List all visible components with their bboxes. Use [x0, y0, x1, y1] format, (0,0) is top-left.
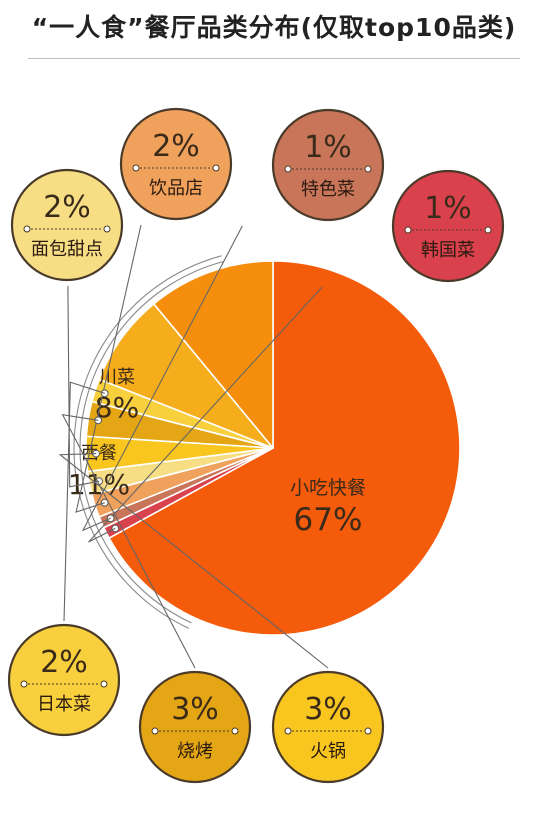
- callout-divider-dot-3-0: [132, 164, 140, 172]
- callout-divider-dot-5-1: [364, 727, 372, 735]
- callout-divider-dot-1-1: [484, 226, 492, 234]
- callout-bubble-3: [119, 107, 233, 221]
- callout-divider-dot-1-0: [404, 226, 412, 234]
- pie-slice-0: [108, 260, 461, 636]
- callout-divider-dot-4-0: [23, 225, 31, 233]
- leader-line-2: [81, 225, 243, 532]
- callout-label-3: 饮品店: [149, 178, 203, 199]
- callout-value-1: 1%: [424, 191, 472, 226]
- callout-value-3: 2%: [152, 129, 200, 164]
- callout-label-4: 面包甜点: [31, 239, 103, 260]
- callout-value-4: 2%: [43, 190, 91, 225]
- callout-label-2: 特色菜: [301, 179, 355, 200]
- leader-line-3: [75, 224, 142, 513]
- slice-label-0: 小吃快餐: [290, 477, 366, 499]
- leader-dot-2: [106, 514, 115, 523]
- callout-bubble-7: [7, 623, 121, 737]
- callout-bubble-5: [271, 670, 385, 784]
- callout-divider-dot-2-0: [284, 165, 292, 173]
- slice-value-0: 67%: [294, 502, 363, 538]
- callout-bubble-4: [10, 168, 124, 282]
- callout-divider-dot-7-1: [100, 680, 108, 688]
- callout-label-5: 火锅: [310, 741, 346, 762]
- callout-divider-dot-7-0: [20, 680, 28, 688]
- callout-divider-dot-6-1: [231, 727, 239, 735]
- callout-value-5: 3%: [304, 692, 352, 727]
- callout-divider-dot-2-1: [364, 165, 372, 173]
- callout-bubble-2: [271, 108, 385, 222]
- callout-value-7: 2%: [40, 645, 88, 680]
- callout-label-7: 日本菜: [37, 694, 91, 715]
- guide-arc-0: [79, 261, 224, 624]
- callout-value-2: 1%: [304, 130, 352, 165]
- title-divider: [28, 58, 520, 59]
- leader-line-4: [67, 285, 100, 488]
- leader-line-5: [58, 453, 329, 669]
- callout-divider-dot-5-0: [284, 727, 292, 735]
- pie-slice-9: [153, 260, 274, 449]
- leader-line-7: [63, 381, 105, 622]
- callout-divider-dot-4-1: [103, 225, 111, 233]
- callout-divider-dot-3-1: [212, 164, 220, 172]
- chart-title: “一人食”餐厅品类分布(仅取top10品类): [31, 13, 517, 42]
- callout-value-6: 3%: [171, 692, 219, 727]
- callout-bubble-6: [138, 670, 252, 784]
- callout-bubble-1: [391, 169, 505, 283]
- pie-slice-8: [98, 303, 274, 449]
- leader-line-1: [88, 286, 323, 543]
- callout-label-1: 韩国菜: [421, 240, 475, 261]
- guide-arc-1: [73, 255, 222, 629]
- leader-line-6: [61, 413, 196, 669]
- callout-label-6: 烧烤: [177, 741, 213, 762]
- callout-divider-dot-6-0: [151, 727, 159, 735]
